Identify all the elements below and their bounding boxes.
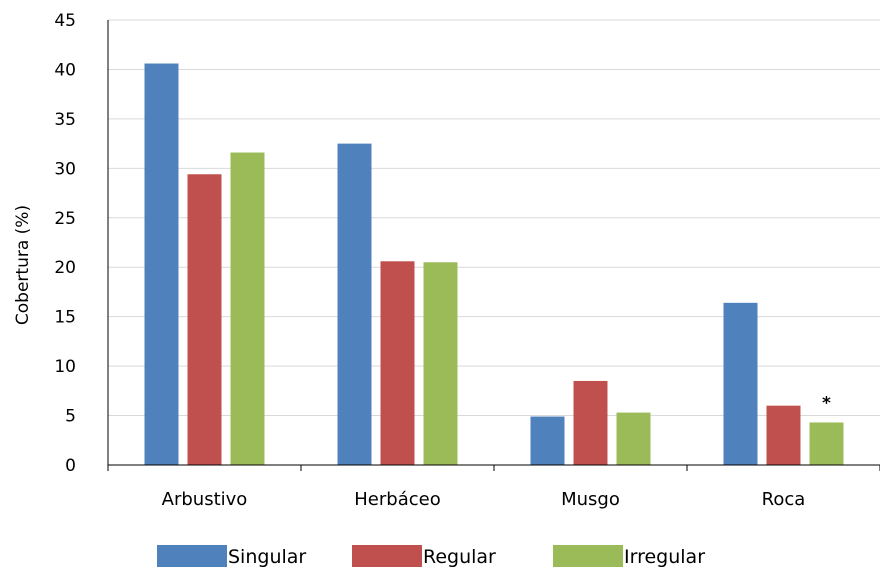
legend-swatch-singular (157, 545, 227, 567)
bar-herbáceo-irregular (423, 262, 458, 465)
bar-arbustivo-singular (144, 63, 179, 466)
legend-label-singular: Singular (228, 546, 306, 568)
y-tick-label: 45 (54, 11, 76, 31)
x-category-label: Musgo (561, 489, 620, 510)
bar-roca-irregular (809, 422, 844, 465)
x-category-label: Roca (762, 489, 806, 510)
legend-swatch-irregular (553, 545, 623, 567)
bar-musgo-irregular (616, 412, 651, 465)
y-tick-label: 40 (54, 60, 76, 80)
y-axis-title: Cobertura (%) (13, 205, 33, 325)
bar-roca-regular (766, 405, 801, 465)
bar-herbáceo-singular (337, 143, 372, 465)
axes (107, 20, 880, 471)
legend: Singular Regular Irregular (157, 545, 705, 568)
x-axis-category-labels: Arbustivo Herbáceo Musgo Roca (162, 489, 806, 510)
legend-swatch-regular (352, 545, 422, 567)
x-category-label: Arbustivo (162, 489, 248, 510)
gridlines (108, 19, 880, 417)
y-tick-label: 20 (54, 258, 76, 278)
bar-herbáceo-regular (380, 261, 415, 465)
annotations: * (822, 393, 831, 413)
y-tick-label: 5 (65, 407, 76, 427)
y-tick-label: 0 (65, 456, 76, 476)
bar-roca-singular (723, 302, 758, 465)
bars (144, 63, 844, 466)
significance-marker: * (822, 393, 831, 413)
legend-label-regular: Regular (423, 546, 496, 568)
y-tick-label: 15 (54, 308, 76, 328)
y-tick-label: 10 (54, 357, 76, 377)
bar-musgo-regular (573, 380, 608, 465)
y-tick-label: 35 (54, 110, 76, 130)
bar-arbustivo-irregular (230, 152, 265, 465)
legend-label-irregular: Irregular (624, 546, 705, 568)
y-axis-tick-labels: 0 5 10 15 20 25 30 35 40 45 (54, 11, 76, 476)
bar-musgo-singular (530, 416, 565, 465)
x-category-label: Herbáceo (354, 489, 440, 510)
bar-arbustivo-regular (187, 174, 222, 465)
y-tick-label: 25 (54, 209, 76, 229)
y-tick-label: 30 (54, 159, 76, 179)
